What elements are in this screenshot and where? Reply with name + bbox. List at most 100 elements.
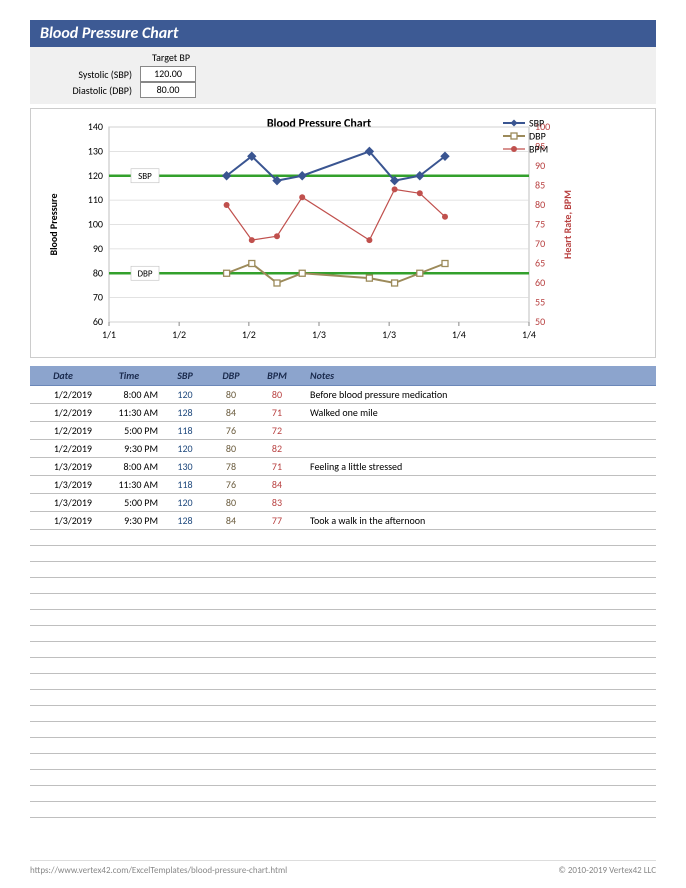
table-row-blank[interactable] xyxy=(30,658,656,674)
cell-date[interactable]: 1/2/2019 xyxy=(30,440,96,458)
cell-sbp[interactable]: 120 xyxy=(162,494,208,512)
cell-dbp[interactable]: 84 xyxy=(208,404,254,422)
table-row-blank[interactable] xyxy=(30,610,656,626)
cell-dbp[interactable]: 76 xyxy=(208,476,254,494)
cell-date[interactable]: 1/3/2019 xyxy=(30,476,96,494)
cell-time[interactable]: 9:30 PM xyxy=(96,512,162,530)
footer: https://www.vertex42.com/ExcelTemplates/… xyxy=(30,860,656,876)
cell-time[interactable]: 5:00 PM xyxy=(96,422,162,440)
cell-bpm[interactable]: 77 xyxy=(254,512,300,530)
cell-sbp[interactable]: 120 xyxy=(162,386,208,404)
table-row: 1/2/20195:00 PM1187672 xyxy=(30,422,656,440)
cell-sbp[interactable]: 118 xyxy=(162,422,208,440)
bp-chart: Blood Pressure Chart60708090100110120130… xyxy=(39,115,629,355)
cell-sbp[interactable]: 128 xyxy=(162,512,208,530)
svg-text:130: 130 xyxy=(88,144,103,157)
cell-notes[interactable]: Took a walk in the afternoon xyxy=(300,512,656,530)
svg-text:65: 65 xyxy=(535,257,545,270)
target-dbp-input[interactable]: 80.00 xyxy=(140,82,196,98)
cell-dbp[interactable]: 84 xyxy=(208,512,254,530)
table-row-blank[interactable] xyxy=(30,786,656,802)
cell-sbp[interactable]: 120 xyxy=(162,440,208,458)
cell-bpm[interactable]: 84 xyxy=(254,476,300,494)
cell-date[interactable]: 1/2/2019 xyxy=(30,422,96,440)
target-sbp-label: Systolic (SBP) xyxy=(30,68,140,81)
svg-text:60: 60 xyxy=(93,315,103,328)
cell-dbp[interactable]: 78 xyxy=(208,458,254,476)
svg-text:75: 75 xyxy=(535,218,545,231)
table-row-blank[interactable] xyxy=(30,802,656,818)
table-row-blank[interactable] xyxy=(30,546,656,562)
table-row-blank[interactable] xyxy=(30,578,656,594)
cell-date[interactable]: 1/3/2019 xyxy=(30,494,96,512)
cell-bpm[interactable]: 83 xyxy=(254,494,300,512)
svg-text:SBP: SBP xyxy=(529,117,544,130)
table-row-blank[interactable] xyxy=(30,530,656,546)
cell-bpm[interactable]: 71 xyxy=(254,404,300,422)
cell-notes[interactable]: Before blood pressure medication xyxy=(300,386,656,404)
cell-date[interactable]: 1/3/2019 xyxy=(30,458,96,476)
cell-dbp[interactable]: 76 xyxy=(208,422,254,440)
footer-url: https://www.vertex42.com/ExcelTemplates/… xyxy=(30,865,287,876)
svg-text:SBP: SBP xyxy=(138,171,152,182)
table-row-blank[interactable] xyxy=(30,722,656,738)
target-sbp-input[interactable]: 120.00 xyxy=(140,66,196,82)
cell-date[interactable]: 1/2/2019 xyxy=(30,386,96,404)
svg-text:80: 80 xyxy=(535,198,545,211)
data-table: Date Time SBP DBP BPM Notes 1/2/20198:00… xyxy=(30,366,656,818)
cell-notes[interactable] xyxy=(300,476,656,494)
cell-dbp[interactable]: 80 xyxy=(208,440,254,458)
table-row-blank[interactable] xyxy=(30,738,656,754)
table-row-blank[interactable] xyxy=(30,626,656,642)
cell-sbp[interactable]: 130 xyxy=(162,458,208,476)
cell-time[interactable]: 11:30 AM xyxy=(96,404,162,422)
cell-notes[interactable] xyxy=(300,494,656,512)
cell-bpm[interactable]: 71 xyxy=(254,458,300,476)
svg-text:DBP: DBP xyxy=(137,268,152,279)
cell-bpm[interactable]: 72 xyxy=(254,422,300,440)
cell-bpm[interactable]: 82 xyxy=(254,440,300,458)
table-row-blank[interactable] xyxy=(30,642,656,658)
svg-text:100: 100 xyxy=(88,218,103,231)
table-row-blank[interactable] xyxy=(30,754,656,770)
page: Blood Pressure Chart Target BP Systolic … xyxy=(0,0,686,888)
col-bpm: BPM xyxy=(254,366,300,386)
cell-time[interactable]: 11:30 AM xyxy=(96,476,162,494)
table-row-blank[interactable] xyxy=(30,594,656,610)
cell-dbp[interactable]: 80 xyxy=(208,386,254,404)
svg-text:DBP: DBP xyxy=(529,130,546,143)
cell-date[interactable]: 1/3/2019 xyxy=(30,512,96,530)
table-row-blank[interactable] xyxy=(30,706,656,722)
cell-notes[interactable]: Feeling a little stressed xyxy=(300,458,656,476)
cell-sbp[interactable]: 128 xyxy=(162,404,208,422)
col-time: Time xyxy=(96,366,162,386)
chart-container: Blood Pressure Chart60708090100110120130… xyxy=(30,108,656,358)
table-row: 1/2/20198:00 AM1208080Before blood press… xyxy=(30,386,656,404)
svg-text:1/2: 1/2 xyxy=(242,328,256,341)
table-row-blank[interactable] xyxy=(30,562,656,578)
target-bp-section: Target BP Systolic (SBP) 120.00 Diastoli… xyxy=(30,47,656,104)
cell-time[interactable]: 9:30 PM xyxy=(96,440,162,458)
cell-time[interactable]: 8:00 AM xyxy=(96,386,162,404)
cell-time[interactable]: 8:00 AM xyxy=(96,458,162,476)
cell-date[interactable]: 1/2/2019 xyxy=(30,404,96,422)
svg-text:1/1: 1/1 xyxy=(102,328,116,341)
col-notes: Notes xyxy=(300,366,656,386)
svg-text:Blood Pressure Chart: Blood Pressure Chart xyxy=(267,117,371,131)
table-row-blank[interactable] xyxy=(30,674,656,690)
page-title: Blood Pressure Chart xyxy=(40,24,178,43)
table-row-blank[interactable] xyxy=(30,770,656,786)
cell-notes[interactable] xyxy=(300,440,656,458)
table-row-blank[interactable] xyxy=(30,690,656,706)
cell-dbp[interactable]: 80 xyxy=(208,494,254,512)
table-row: 1/3/201911:30 AM1187684 xyxy=(30,476,656,494)
cell-sbp[interactable]: 118 xyxy=(162,476,208,494)
cell-notes[interactable]: Walked one mile xyxy=(300,404,656,422)
cell-notes[interactable] xyxy=(300,422,656,440)
svg-text:Heart Rate, BPM: Heart Rate, BPM xyxy=(561,190,574,259)
svg-text:85: 85 xyxy=(535,179,545,192)
cell-bpm[interactable]: 80 xyxy=(254,386,300,404)
cell-time[interactable]: 5:00 PM xyxy=(96,494,162,512)
target-dbp-label: Diastolic (DBP) xyxy=(30,84,140,97)
table-row: 1/2/201911:30 AM1288471Walked one mile xyxy=(30,404,656,422)
